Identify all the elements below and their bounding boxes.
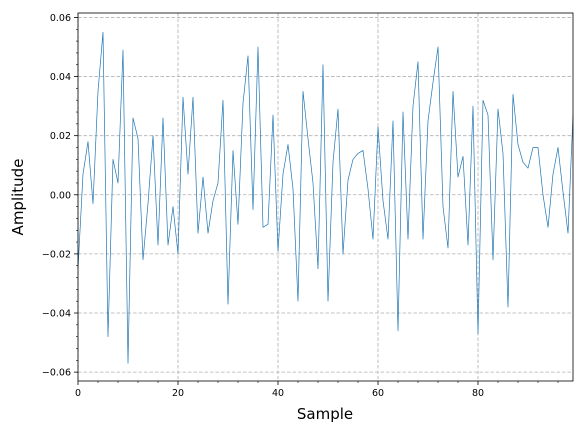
plot-frame bbox=[77, 12, 574, 382]
y-tick-label: 0.02 bbox=[50, 131, 71, 142]
x-axis-label: Sample bbox=[297, 405, 353, 423]
minor-ticks bbox=[76, 28, 559, 383]
y-tick-label: −0.04 bbox=[42, 309, 71, 320]
series-line bbox=[77, 31, 574, 364]
x-tick-label: 40 bbox=[272, 388, 284, 399]
y-tick-label: 0.00 bbox=[50, 190, 71, 201]
y-tick-label: −0.06 bbox=[42, 368, 71, 379]
x-axis: 0 20 40 60 80 bbox=[75, 381, 484, 399]
y-tick-label: −0.02 bbox=[42, 249, 71, 260]
x-tick-label: 20 bbox=[172, 388, 184, 399]
grid bbox=[77, 13, 573, 381]
y-tick-label: 0.06 bbox=[50, 13, 71, 24]
y-axis-label: Amplitude bbox=[9, 159, 27, 236]
x-tick-label: 0 bbox=[75, 388, 81, 399]
y-axis: −0.06 −0.04 −0.02 0.00 0.02 0.04 0.06 bbox=[42, 13, 78, 379]
y-tick-label: 0.04 bbox=[50, 72, 71, 83]
series-layer bbox=[77, 31, 574, 364]
x-tick-label: 60 bbox=[372, 388, 384, 399]
x-tick-label: 80 bbox=[472, 388, 484, 399]
